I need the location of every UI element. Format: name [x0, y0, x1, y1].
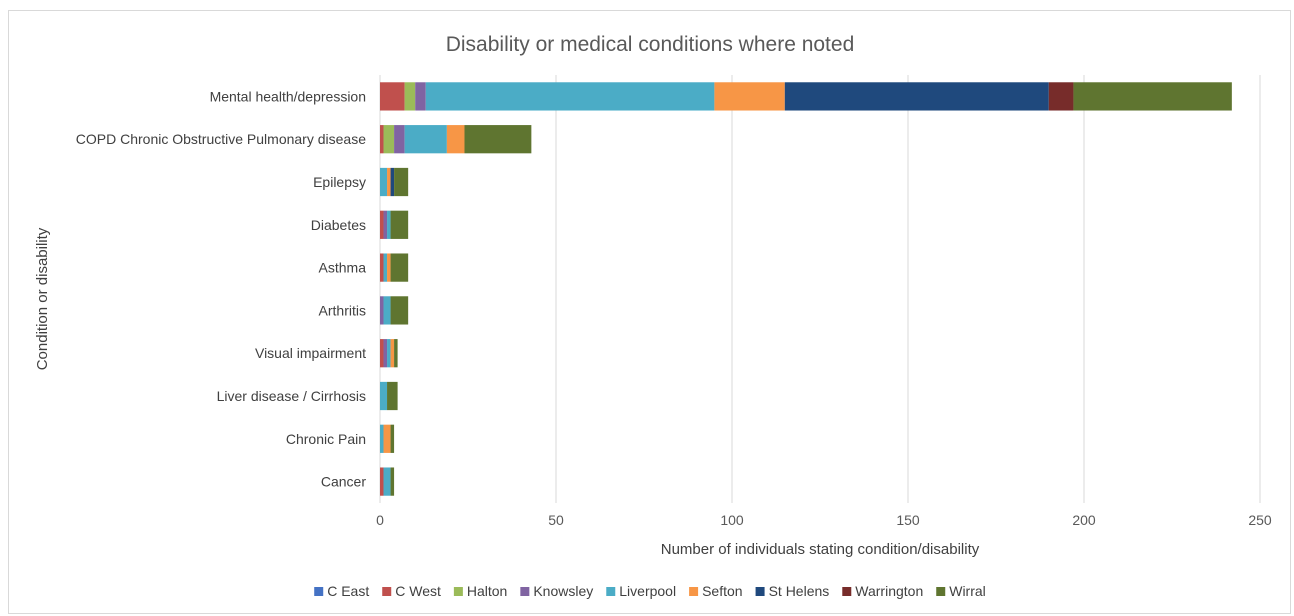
- bar-segment-knowsley: [394, 125, 405, 154]
- category-label: Chronic Pain: [286, 431, 366, 447]
- legend-label: Knowsley: [533, 583, 593, 599]
- chart-title: Disability or medical conditions where n…: [446, 33, 855, 56]
- legend-swatch: [314, 587, 324, 596]
- category-label: COPD Chronic Obstructive Pulmonary disea…: [76, 131, 366, 147]
- category-label: Visual impairment: [255, 345, 366, 361]
- bar-segment-liverpool: [387, 210, 391, 239]
- x-tick-labels: 0 50 100 150 200 250: [376, 512, 1272, 528]
- legend-swatch: [382, 587, 392, 596]
- legend-swatch: [689, 587, 699, 596]
- bar-segment-wirral: [464, 125, 532, 154]
- bar-segment-wirral: [394, 167, 409, 197]
- bar-segment-knowsley: [383, 339, 388, 368]
- bar-segment-c-west: [380, 125, 384, 154]
- bar-segment-c-west: [380, 210, 384, 239]
- bar-segment-knowsley: [383, 210, 388, 239]
- legend-item: Warrington: [842, 583, 923, 599]
- x-tick-label: 250: [1248, 512, 1272, 528]
- bar-segment-st-helens: [390, 167, 395, 197]
- y-axis-title: Condition or disability: [34, 227, 51, 370]
- bar-segment-warrington: [1048, 82, 1074, 111]
- bar-segment-wirral: [390, 467, 395, 496]
- x-tick-label: 100: [720, 512, 744, 528]
- legend-item: Sefton: [689, 583, 743, 599]
- bar-segment-liverpool: [380, 167, 388, 197]
- legend-label: C East: [327, 583, 369, 599]
- legend-item: Knowsley: [520, 583, 593, 599]
- legend-label: Liverpool: [619, 583, 676, 599]
- bars: [380, 82, 1232, 496]
- legend-label: Wirral: [949, 583, 986, 599]
- bar-segment-c-west: [380, 82, 405, 111]
- bar-segment-knowsley: [415, 82, 426, 111]
- x-tick-label: 0: [376, 512, 384, 528]
- bar-segment-wirral: [390, 296, 409, 325]
- bar-segment-halton: [383, 125, 395, 154]
- bar-segment-sefton: [390, 339, 395, 368]
- x-tick-label: 150: [896, 512, 920, 528]
- category-labels: Mental health/depression COPD Chronic Obs…: [76, 88, 367, 489]
- category-label: Asthma: [319, 260, 367, 276]
- category-label: Diabetes: [311, 217, 366, 233]
- bar-segment-c-west: [380, 339, 384, 368]
- category-label: Arthritis: [319, 302, 366, 318]
- bar-segment-wirral: [390, 253, 409, 282]
- legend-item: Wirral: [936, 583, 986, 599]
- bar-segment-liverpool: [404, 125, 447, 154]
- x-tick-label: 200: [1072, 512, 1096, 528]
- legend-swatch: [453, 587, 463, 596]
- legend-item: C East: [314, 583, 369, 599]
- legend-label: Halton: [467, 583, 507, 599]
- bar-segment-sefton: [714, 82, 785, 111]
- legend-swatch: [606, 587, 616, 596]
- chart-area: Disability or medical conditions where n…: [8, 10, 1291, 614]
- legend-item: Halton: [453, 583, 507, 599]
- category-label: Cancer: [321, 474, 366, 490]
- bar-segment-c-west: [380, 467, 384, 496]
- legend-label: C West: [395, 583, 441, 599]
- bar-segment-wirral: [394, 339, 398, 368]
- legend-item: St Helens: [755, 583, 830, 599]
- bar-segment-wirral: [390, 424, 395, 453]
- legend-swatch: [842, 587, 852, 596]
- category-label: Liver disease / Cirrhosis: [217, 388, 366, 404]
- bar-segment-liverpool: [383, 467, 391, 496]
- legend-swatch: [755, 587, 765, 596]
- bar-segment-liverpool: [425, 82, 715, 111]
- bar-segment-sefton: [387, 167, 391, 197]
- bar-segment-liverpool: [383, 296, 391, 325]
- bar-segment-wirral: [390, 210, 409, 239]
- legend-swatch: [520, 587, 530, 596]
- legend-item: Liverpool: [606, 583, 676, 599]
- legend-swatch: [936, 587, 946, 596]
- bar-segment-liverpool: [383, 253, 388, 282]
- category-label: Mental health/depression: [210, 88, 366, 104]
- bar-segment-liverpool: [380, 381, 388, 411]
- bar-segment-c-west: [380, 253, 384, 282]
- bar-segment-sefton: [387, 253, 391, 282]
- legend-label: St Helens: [769, 583, 830, 599]
- bar-segment-st-helens: [784, 82, 1049, 111]
- legend-item: C West: [382, 583, 441, 599]
- bar-segment-wirral: [387, 381, 398, 411]
- category-label: Epilepsy: [313, 174, 366, 190]
- bar-segment-liverpool: [380, 424, 384, 453]
- bar-segment-halton: [404, 82, 416, 111]
- x-axis-title: Number of individuals stating condition/…: [661, 541, 980, 558]
- bar-segment-knowsley: [380, 296, 384, 325]
- bar-segment-sefton: [383, 424, 391, 453]
- legend-label: Warrington: [855, 583, 923, 599]
- legend-label: Sefton: [702, 583, 742, 599]
- bar-segment-wirral: [1073, 82, 1232, 111]
- bar-segment-liverpool: [387, 339, 391, 368]
- x-tick-label: 50: [548, 512, 564, 528]
- chart-svg: Disability or medical conditions where n…: [34, 33, 1272, 599]
- bar-segment-sefton: [446, 125, 465, 154]
- legend: C East C West Halton Knowsley Liverpool Sefto…: [314, 583, 986, 599]
